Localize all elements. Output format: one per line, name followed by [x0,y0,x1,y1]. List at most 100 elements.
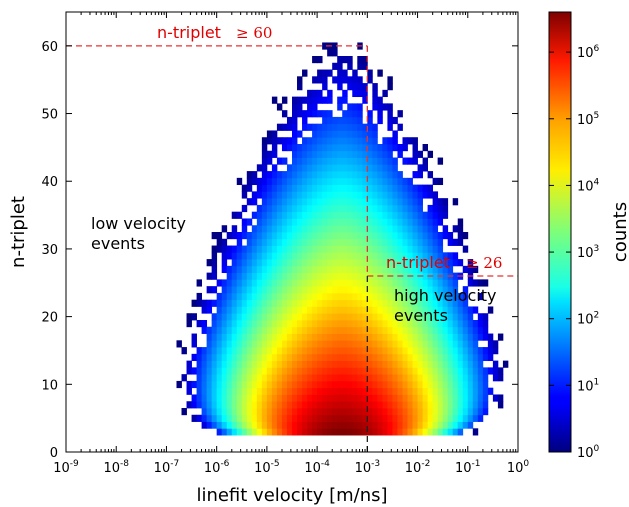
heatmap-cell [327,218,333,226]
heatmap-cell [392,380,398,389]
heatmap-cell [412,157,418,165]
heatmap-cell [221,333,228,341]
heatmap-cell [412,191,418,199]
heatmap-cell [221,286,228,294]
heatmap-cell [472,333,479,341]
heatmap-cell [226,353,233,362]
heatmap-cell [442,313,449,321]
heatmap-cell [221,320,228,328]
heatmap-cell [186,387,192,395]
heatmap-cell [302,198,308,206]
heatmap-cell [266,380,273,389]
heatmap-cell [462,340,469,348]
heatmap-cell [226,320,233,328]
heatmap-cell [281,96,288,104]
heatmap-cell [422,380,428,389]
heatmap-cell [357,204,363,213]
heatmap-cell [226,313,233,321]
heatmap-cell [337,137,343,145]
heatmap-cell [266,374,273,382]
heatmap-cell [342,157,348,165]
heatmap-cell [312,380,318,389]
heatmap-cell [251,414,258,422]
heatmap-cell [286,286,293,294]
heatmap-cell [297,347,303,355]
heatmap-cell [342,259,348,267]
heatmap-cell [372,286,378,294]
heatmap-cell [281,421,288,429]
heatmap-cell [286,204,293,213]
heatmap-cell [302,299,308,307]
heatmap-cell [276,265,283,274]
heatmap-cell [352,360,358,368]
heatmap-cell [231,414,238,422]
heatmap-cell [246,272,253,280]
heatmap-cell [322,184,328,192]
heatmap-cell [281,333,288,341]
heatmap-cell [292,421,298,429]
heatmap-cell [196,394,202,402]
heatmap-cell [402,408,408,416]
heatmap-cell [317,380,323,389]
heatmap-cell [281,191,288,199]
heatmap-cell [231,326,238,334]
heatmap-cell [286,116,293,125]
heatmap-cell [427,204,434,213]
heatmap-cell [352,198,358,206]
heatmap-cell [286,218,293,226]
heatmap-cell [352,252,358,260]
heatmap-cell [317,292,323,301]
heatmap-cell [447,232,454,240]
heatmap-cell [327,177,333,186]
heatmap-cell [256,164,263,172]
heatmap-cell [256,360,263,368]
heatmap-cell [221,313,228,321]
heatmap-cell [266,259,273,267]
heatmap-cell [281,245,288,253]
heatmap-cell [246,428,253,436]
heatmap-cell [297,204,303,213]
heatmap-cell [362,326,368,334]
heatmap-cell [437,292,444,301]
heatmap-cell [302,157,308,165]
x-tick-exponent: -2 [421,459,430,469]
heatmap-cell [372,89,378,98]
heatmap-cell [452,252,459,260]
heatmap-cell [342,238,348,246]
heatmap-cell [256,238,263,246]
heatmap-cell [286,225,293,233]
heatmap-cell [442,306,449,314]
heatmap-cell [347,333,353,341]
heatmap-cell [337,204,343,213]
heatmap-cell [417,252,423,260]
heatmap-cell [407,292,413,301]
heatmap-cell [432,238,439,246]
heatmap-cell [397,259,403,267]
heatmap-cell [322,306,328,314]
heatmap-cell [206,347,213,355]
heatmap-cell [402,177,408,186]
heatmap-cell [241,232,248,240]
heatmap-cell [372,360,378,368]
heatmap-cell [211,333,218,341]
heatmap-cell [397,394,403,402]
heatmap-cell [387,333,393,341]
heatmap-cell [276,387,283,395]
heatmap-cell [427,353,434,362]
heatmap-cell [397,320,403,328]
heatmap-cell [337,69,343,77]
heatmap-cell [266,150,273,158]
heatmap-cell [467,326,474,334]
heatmap-cell [211,272,218,280]
heatmap-cell [236,252,243,260]
heatmap-cell [352,408,358,416]
heatmap-cell [352,150,358,158]
cut-lines [66,45,518,452]
heatmap-cell [292,252,298,260]
heatmap-cell [382,164,388,172]
heatmap-cell [266,204,273,213]
heatmap-cell [467,265,474,274]
heatmap-cell [236,374,243,382]
heatmap-cell [317,218,323,226]
heatmap-cell [317,414,323,422]
